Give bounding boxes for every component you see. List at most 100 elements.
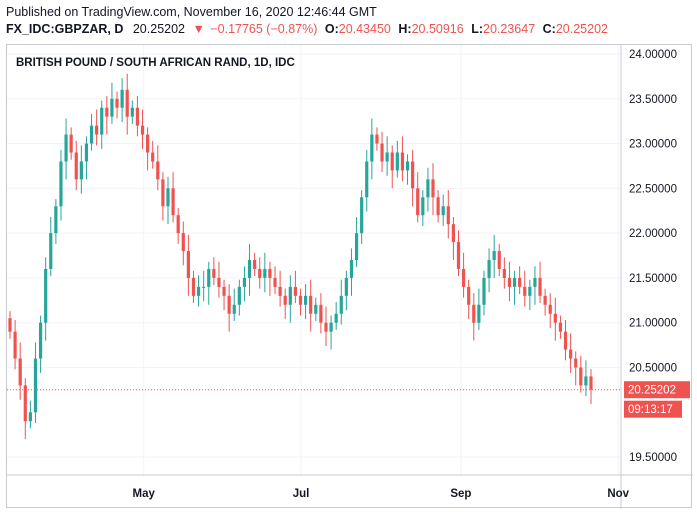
candle (288, 275, 292, 323)
candle (298, 288, 303, 316)
candle-body (105, 107, 109, 117)
candle-body (69, 134, 73, 153)
candle (181, 221, 185, 266)
candle-body (548, 304, 552, 314)
low-label: L: (471, 22, 484, 36)
candle (380, 131, 384, 173)
candle (84, 136, 89, 180)
candle-body (538, 277, 542, 296)
high-value: 20.50916 (411, 22, 464, 36)
time-axis[interactable]: May Jul Sep Nov (132, 488, 629, 500)
candle-body (518, 277, 522, 287)
candle (258, 257, 262, 289)
candle (278, 270, 282, 307)
candle-body (472, 304, 476, 323)
candle-body (13, 331, 17, 359)
candle (370, 118, 374, 180)
candle-body (135, 107, 140, 126)
candle (411, 149, 415, 207)
price-tick-label: 21.50000 (629, 273, 677, 285)
candle-body (191, 277, 196, 296)
candle-body (33, 358, 38, 413)
candle-body (314, 304, 318, 314)
candle-body (258, 268, 262, 278)
candle-body (28, 412, 32, 422)
candle (334, 302, 338, 330)
candle (100, 100, 104, 149)
candle-body (232, 304, 236, 314)
candle (120, 78, 124, 123)
candle (207, 261, 211, 305)
candle-body (196, 286, 201, 296)
candle (563, 320, 568, 361)
candle-body (120, 89, 124, 108)
candle (293, 270, 298, 303)
candle-body (288, 286, 292, 305)
candle (125, 73, 129, 135)
candle (242, 266, 247, 302)
candle-body (283, 295, 287, 305)
price-tick-label: 19.50000 (629, 452, 677, 464)
candle (13, 320, 17, 370)
candle-body (533, 277, 537, 287)
candle (319, 293, 323, 334)
candle (360, 190, 364, 244)
candle-body (18, 358, 22, 386)
candle-body (309, 295, 313, 314)
candle-body (202, 286, 206, 288)
candle (74, 140, 78, 191)
price-axis[interactable]: 24.00000 23.50000 23.00000 22.50000 22.00000… (629, 49, 677, 464)
candle (146, 127, 150, 171)
candle-body (512, 277, 517, 287)
candle-body (273, 277, 277, 287)
candle (151, 140, 155, 169)
candle-body (523, 286, 527, 296)
candle (533, 266, 537, 305)
candle (400, 136, 405, 182)
candle-body (161, 179, 165, 207)
candle-body (431, 179, 435, 198)
candle-body (436, 197, 440, 216)
candle (375, 127, 379, 151)
candle (523, 270, 527, 307)
last-price-tag: 20.25202 (624, 381, 690, 399)
candle (222, 279, 226, 311)
candle-body (130, 107, 134, 117)
candle-body (349, 260, 354, 278)
candle-body (482, 277, 486, 305)
candle (349, 248, 354, 296)
candle-body (354, 233, 359, 260)
candle-body (584, 376, 588, 386)
chart-frame[interactable]: 24.00000 23.50000 23.00000 22.50000 22.00000… (6, 44, 693, 509)
candle-body (303, 295, 308, 305)
candle (467, 279, 471, 320)
candle-body (125, 89, 129, 117)
candle-body (89, 125, 94, 144)
candle-body (385, 152, 389, 162)
candle-body (146, 134, 150, 153)
candle-body (344, 277, 348, 296)
candle-body (298, 295, 303, 305)
candle-body (461, 268, 466, 287)
candle (232, 288, 236, 321)
candle (456, 230, 461, 277)
price-change: −0.17765 (−0.87%) (210, 22, 318, 36)
candle (44, 257, 48, 341)
price-tick-label: 24.00000 (629, 49, 677, 61)
candle-body (44, 268, 48, 323)
countdown-label: 09:13:17 (628, 404, 673, 416)
candle-body (227, 295, 231, 314)
candle (497, 243, 501, 277)
candle-body (487, 260, 491, 278)
price-tick-label: 21.00000 (629, 318, 677, 330)
candle-body (375, 134, 379, 144)
candle (156, 145, 160, 191)
candle (64, 118, 68, 180)
candle-body (207, 268, 211, 287)
candle-body (74, 152, 78, 180)
candlestick-chart[interactable]: 24.00000 23.50000 23.00000 22.50000 22.00000… (7, 45, 693, 509)
candle (487, 248, 491, 293)
candle-body (186, 251, 190, 278)
candle-body (253, 260, 257, 269)
candle-body (278, 286, 282, 296)
